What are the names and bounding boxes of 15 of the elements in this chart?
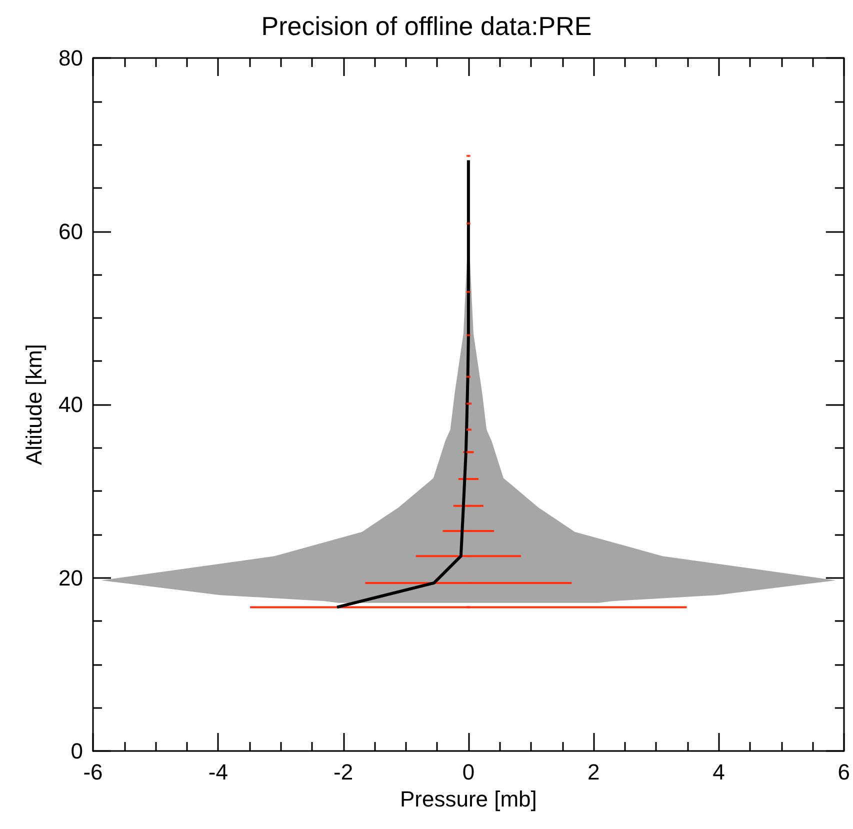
y-tick-label: 40 — [58, 392, 83, 417]
x-tick-label: -2 — [334, 760, 354, 784]
y-tick-label: 80 — [58, 46, 83, 70]
x-tick-label: 0 — [462, 760, 475, 784]
x-axis-title: Pressure [mb] — [400, 786, 537, 812]
x-tick-label: 6 — [838, 760, 850, 784]
chart-title: Precision of offline data:PRE — [261, 11, 592, 41]
y-tick-label: 60 — [58, 218, 83, 244]
x-tick-label: -4 — [208, 760, 228, 784]
y-tick-label: 0 — [70, 738, 83, 764]
y-axis-title: Altitude [km] — [22, 344, 46, 466]
x-tick-label: 2 — [587, 760, 600, 784]
y-tick-label: 20 — [58, 565, 83, 590]
x-tick-label: 4 — [712, 760, 725, 784]
x-tick-label: -6 — [83, 760, 103, 784]
